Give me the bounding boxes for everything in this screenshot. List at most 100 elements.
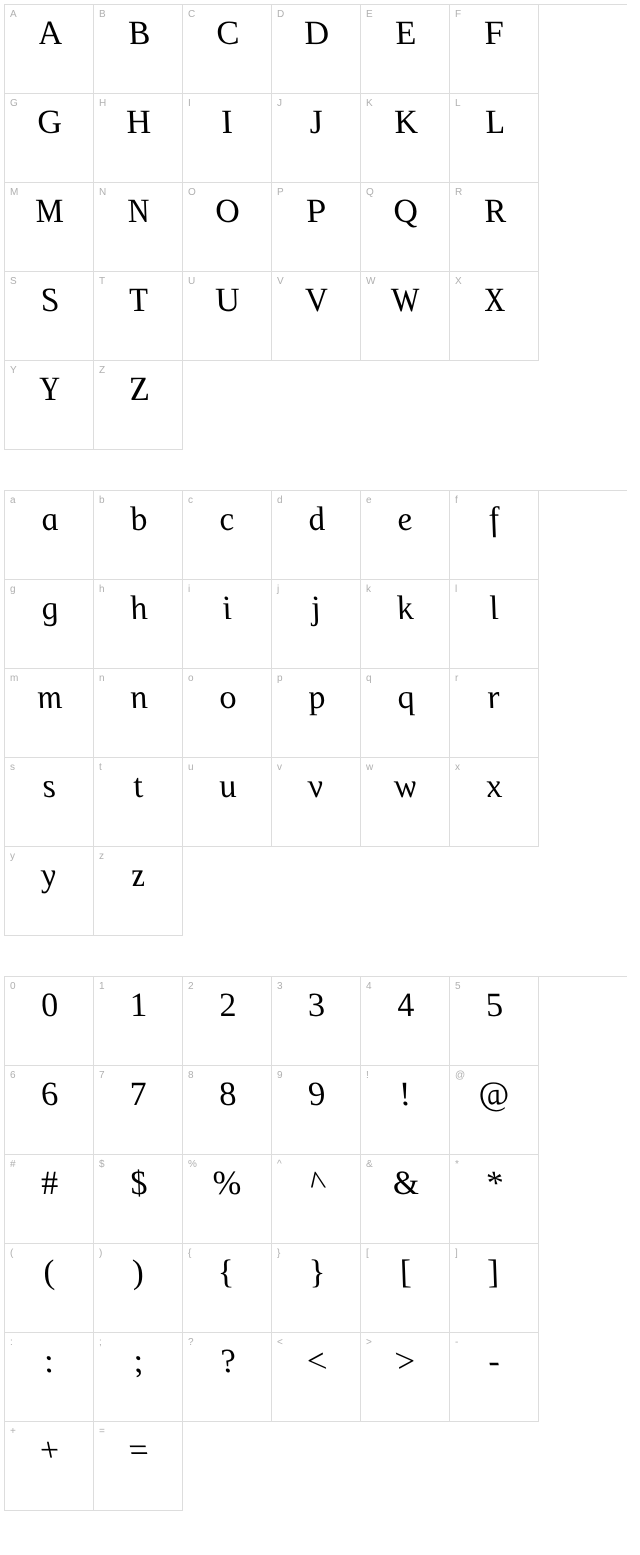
glyph-cell: 66 (5, 1066, 94, 1155)
key-label: + (10, 1426, 16, 1437)
key-label: W (366, 276, 375, 287)
glyph-cell: QQ (361, 183, 450, 272)
key-label: # (10, 1159, 16, 1170)
glyph-display: R (480, 195, 508, 229)
key-label: [ (366, 1248, 369, 1259)
key-label: @ (455, 1070, 465, 1081)
glyph-cell: II (183, 94, 272, 183)
glyph-display: J (305, 106, 327, 140)
glyph-cell: ]] (450, 1244, 539, 1333)
glyph-display: # (37, 1167, 61, 1201)
glyph-cell: KK (361, 94, 450, 183)
glyph-cell: WW (361, 272, 450, 361)
glyph-display: ( (40, 1256, 59, 1290)
key-label: & (366, 1159, 373, 1170)
glyph-cell: ee (361, 491, 450, 580)
glyph-cell: hh (94, 580, 183, 669)
glyph-cell: FF (450, 5, 539, 94)
key-label: C (188, 9, 195, 20)
glyph-cell: MM (5, 183, 94, 272)
key-label: x (455, 762, 460, 773)
glyph-cell: LL (450, 94, 539, 183)
glyph-cell: xx (450, 758, 539, 847)
glyph-cell: jj (272, 580, 361, 669)
key-label: d (277, 495, 283, 506)
glyph-cell: -- (450, 1333, 539, 1422)
glyph-cell: rr (450, 669, 539, 758)
key-label: 8 (188, 1070, 194, 1081)
key-label: E (366, 9, 373, 20)
key-label: N (99, 187, 106, 198)
glyph-cell: {{ (183, 1244, 272, 1333)
glyph-display: P (302, 195, 330, 229)
glyph-cell: HH (94, 94, 183, 183)
key-label: * (455, 1159, 459, 1170)
key-label: h (99, 584, 105, 595)
glyph-display: D (300, 17, 332, 51)
key-label: ! (366, 1070, 369, 1081)
glyph-display: 9 (304, 1078, 328, 1112)
glyph-display: d (304, 503, 328, 537)
glyph-display: l (486, 592, 503, 626)
key-label: 7 (99, 1070, 105, 1081)
glyph-cell: zz (94, 847, 183, 936)
glyph-display: L (481, 106, 507, 140)
glyph-cell: $$ (94, 1155, 183, 1244)
glyph-cell: }} (272, 1244, 361, 1333)
glyph-cell: == (94, 1422, 183, 1511)
key-label: I (188, 98, 191, 109)
glyph-cell: mm (5, 669, 94, 758)
glyph-display: p (304, 681, 328, 715)
glyph-display: [ (395, 1256, 415, 1290)
glyph-display: x (483, 770, 505, 804)
glyph-cell: VV (272, 272, 361, 361)
glyph-cell: ii (183, 580, 272, 669)
key-label: Y (10, 365, 17, 376)
glyph-cell: ss (5, 758, 94, 847)
glyph-cell: aa (5, 491, 94, 580)
glyph-display: T (125, 284, 151, 318)
key-label: S (10, 276, 17, 287)
key-label: 0 (10, 981, 16, 992)
glyph-cell: GG (5, 94, 94, 183)
glyph-display: e (394, 503, 416, 537)
glyph-cell: TT (94, 272, 183, 361)
glyph-cell: PP (272, 183, 361, 272)
glyph-display: 7 (126, 1078, 150, 1112)
glyph-display: C (212, 17, 242, 51)
glyph-display: ^ (305, 1167, 327, 1201)
glyph-cell: EE (361, 5, 450, 94)
glyph-display: g (37, 592, 61, 626)
glyph-display: 4 (393, 989, 417, 1023)
glyph-display: Z (125, 373, 151, 407)
key-label: i (188, 584, 190, 595)
glyph-cell: OO (183, 183, 272, 272)
glyph-display: @ (475, 1078, 514, 1112)
key-label: 3 (277, 981, 283, 992)
glyph-grid: 00112233445566778899!!@@##$$%%^^&&**(())… (4, 976, 627, 1511)
key-label: m (10, 673, 18, 684)
glyph-cell: SS (5, 272, 94, 361)
glyph-display: u (215, 770, 239, 804)
glyph-display: K (390, 106, 420, 140)
glyph-display: ] (484, 1256, 504, 1290)
glyph-display: v (305, 770, 327, 804)
glyph-display: X (480, 284, 508, 318)
key-label: 9 (277, 1070, 283, 1081)
glyph-display: $ (126, 1167, 150, 1201)
glyph-cell: XX (450, 272, 539, 361)
glyph-display: Y (36, 373, 62, 407)
glyph-display: 6 (37, 1078, 61, 1112)
glyph-display: F (480, 17, 508, 51)
glyph-cell: AA (5, 5, 94, 94)
glyph-display: I (218, 106, 237, 140)
glyph-display: ! (396, 1078, 415, 1112)
key-label: : (10, 1337, 13, 1348)
key-label: A (10, 9, 17, 20)
key-label: v (277, 762, 282, 773)
glyph-cell: vv (272, 758, 361, 847)
glyph-cell: << (272, 1333, 361, 1422)
key-label: V (277, 276, 284, 287)
key-label: K (366, 98, 373, 109)
key-label: f (455, 495, 458, 506)
